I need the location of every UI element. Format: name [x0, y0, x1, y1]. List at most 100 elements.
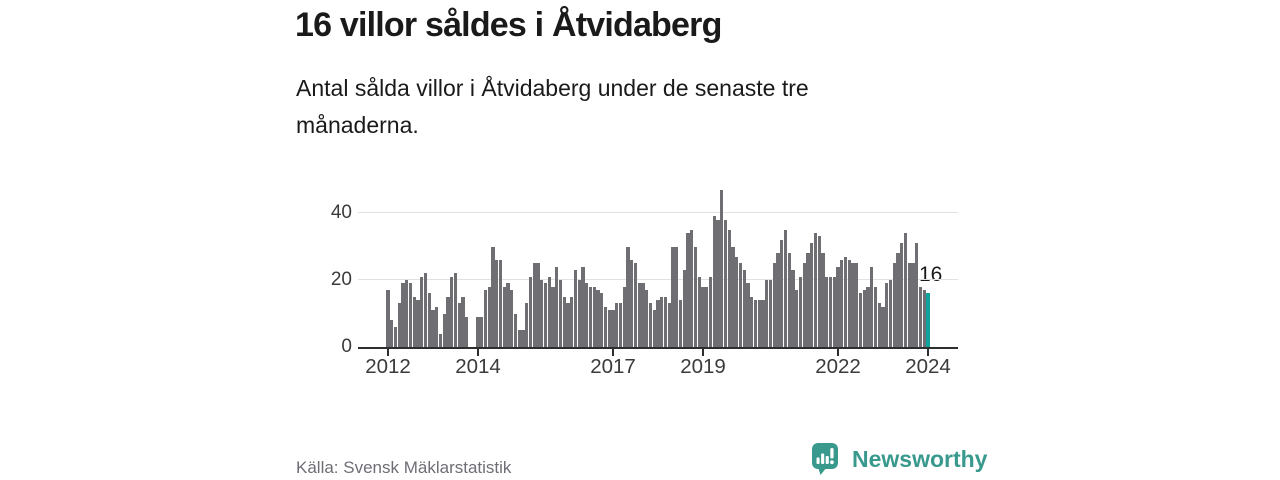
- bar: [618, 303, 623, 347]
- x-axis-line: [358, 347, 958, 349]
- bar: [641, 283, 645, 347]
- bar-highlight: [926, 293, 930, 347]
- bar: [502, 286, 506, 347]
- bar: [517, 330, 521, 347]
- bar: [903, 233, 908, 347]
- bar: [855, 263, 859, 347]
- bar: [705, 286, 709, 347]
- bar: [453, 273, 458, 347]
- bar: [720, 189, 724, 347]
- bar: [757, 300, 761, 347]
- bar: [851, 263, 855, 347]
- bar: [858, 293, 863, 347]
- bar: [622, 286, 626, 347]
- bar: [528, 276, 533, 347]
- bar: [742, 269, 746, 347]
- bar: [442, 313, 446, 347]
- y-axis-label: 20: [330, 269, 352, 290]
- bar: [491, 246, 495, 347]
- bar: [476, 316, 480, 347]
- bar: [828, 276, 833, 347]
- bar: [753, 300, 758, 347]
- bar: [866, 286, 870, 347]
- bar: [648, 303, 653, 347]
- bar: [922, 290, 926, 347]
- bar: [671, 246, 675, 347]
- bar: [765, 280, 769, 347]
- bar: [543, 283, 548, 347]
- bar: [540, 280, 544, 347]
- bar: [746, 283, 750, 347]
- bar: [892, 263, 896, 347]
- bar: [877, 303, 881, 347]
- bar: [427, 293, 431, 347]
- bar: [810, 243, 814, 347]
- bar: [626, 246, 630, 347]
- bar: [832, 276, 836, 347]
- bar: [465, 316, 469, 347]
- bar: [821, 253, 825, 347]
- bar: [487, 286, 491, 347]
- bar: [536, 263, 540, 347]
- bar: [862, 290, 866, 347]
- bar: [686, 233, 690, 347]
- bar: [416, 300, 420, 347]
- bar: [630, 259, 634, 347]
- bar: [825, 276, 829, 347]
- bar: [555, 266, 559, 347]
- bar: [678, 300, 683, 347]
- bar: [738, 263, 743, 347]
- page-title: 16 villor såldes i Åtvidaberg: [295, 6, 722, 44]
- bar: [701, 286, 705, 347]
- bar: [888, 280, 893, 347]
- bar-chart: 16 0 20 40 2012 2014 2017 2019 2022 2024: [331, 182, 958, 378]
- bar: [390, 320, 394, 347]
- bar: [780, 239, 784, 347]
- bar: [783, 229, 788, 347]
- bar: [870, 266, 874, 347]
- bar: [607, 310, 611, 347]
- bar: [907, 263, 911, 347]
- bar: [615, 303, 619, 347]
- bar: [577, 280, 581, 347]
- bar: [408, 283, 413, 347]
- bar: [585, 283, 589, 347]
- bar: [645, 290, 649, 347]
- bar: [772, 263, 776, 347]
- bar: [588, 286, 593, 347]
- bar: [716, 219, 720, 347]
- bar: [806, 253, 810, 347]
- bar: [551, 286, 555, 347]
- bar: [735, 256, 739, 347]
- bar: [881, 306, 885, 347]
- bar: [483, 290, 488, 347]
- bar: [461, 296, 465, 347]
- bar: [896, 253, 900, 347]
- bar: [795, 290, 799, 347]
- bar: [600, 293, 604, 347]
- bar: [431, 310, 435, 347]
- bar: [498, 259, 503, 347]
- bar: [570, 296, 574, 347]
- x-axis-label: 2022: [815, 355, 861, 378]
- newsworthy-logo-icon: [812, 443, 838, 475]
- bar: [525, 303, 529, 347]
- bar: [675, 246, 679, 347]
- gridline-y40: [358, 212, 958, 213]
- bar: [611, 310, 615, 347]
- x-axis-label: 2019: [680, 355, 726, 378]
- x-axis-tick: [477, 349, 479, 356]
- bar: [791, 269, 795, 347]
- bar: [558, 280, 563, 347]
- bar: [495, 259, 499, 347]
- bar: [660, 296, 664, 347]
- bar: [873, 286, 878, 347]
- bar: [420, 276, 424, 347]
- bar: [446, 296, 450, 347]
- x-axis-tick: [837, 349, 839, 356]
- gridline-y20: [358, 279, 958, 280]
- bar: [776, 253, 780, 347]
- bar: [727, 229, 731, 347]
- bar: [510, 290, 514, 347]
